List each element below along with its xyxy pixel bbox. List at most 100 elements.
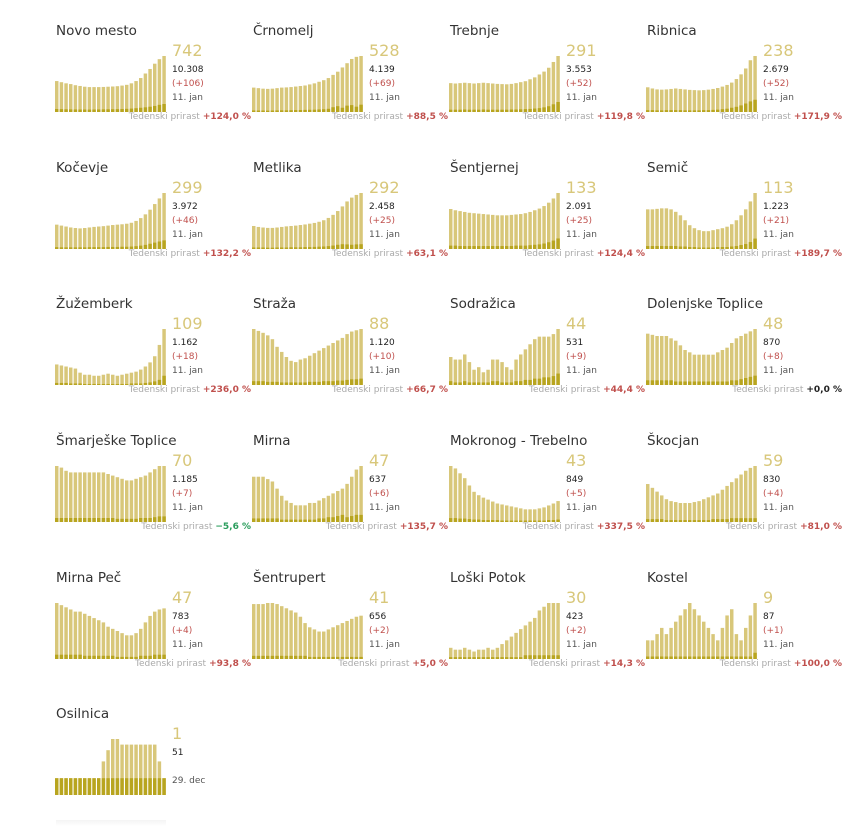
active-bar xyxy=(509,214,514,249)
active-bar xyxy=(97,472,101,522)
new-cases-bar xyxy=(270,381,275,385)
new-cases-bar xyxy=(294,110,298,112)
active-cases: 30 xyxy=(566,588,587,607)
municipality-card: Kostel 9 87 (+1) 11. jan Tedenski prirast +100… xyxy=(646,569,842,699)
new-cases-bar xyxy=(720,247,725,249)
last-date: 11. jan xyxy=(369,93,400,103)
new-cases-bar xyxy=(162,778,166,795)
new-cases-bar xyxy=(256,110,261,112)
active-bar xyxy=(143,744,148,795)
active-bar xyxy=(261,332,265,385)
active-bar xyxy=(350,331,354,385)
new-cases-bar xyxy=(157,241,162,249)
new-cases-bar xyxy=(660,110,664,112)
new-cases-bar xyxy=(528,520,532,522)
new-cases-bar xyxy=(486,657,490,659)
active-bar xyxy=(453,468,458,522)
new-cases-bar xyxy=(97,655,101,659)
active-bar xyxy=(120,85,124,112)
active-bar xyxy=(477,495,481,522)
new-cases-bar xyxy=(744,103,748,112)
active-bar xyxy=(78,611,82,659)
active-bar xyxy=(491,214,495,249)
active-bar xyxy=(106,474,110,522)
new-cases-bar xyxy=(734,518,739,522)
active-bar xyxy=(294,86,298,112)
new-cases-bar xyxy=(312,381,317,385)
new-cases-bar xyxy=(744,244,748,249)
new-cases-bar xyxy=(519,245,523,249)
new-cases-bar xyxy=(298,247,303,249)
active-bar xyxy=(646,209,650,249)
new-cases-bar xyxy=(87,383,92,385)
active-bar xyxy=(669,501,673,522)
daily-delta: (+2) xyxy=(566,626,587,636)
new-cases-bar xyxy=(139,778,143,795)
new-cases-bar xyxy=(350,379,354,385)
new-cases-bar xyxy=(87,655,92,659)
new-cases-bar xyxy=(162,516,166,522)
new-cases-bar xyxy=(266,247,270,249)
new-cases-bar xyxy=(720,381,725,385)
active-bar xyxy=(720,627,725,659)
new-cases-bar xyxy=(97,247,101,249)
active-bar xyxy=(481,497,486,522)
active-bar xyxy=(115,86,120,112)
active-bar xyxy=(78,372,82,385)
new-cases-bar xyxy=(692,656,697,659)
active-bar xyxy=(92,472,96,522)
active-bar xyxy=(294,225,298,249)
active-bar xyxy=(125,744,129,795)
active-bar xyxy=(266,88,270,112)
new-cases-bar xyxy=(688,381,692,385)
active-bar xyxy=(495,215,500,249)
new-cases-bar xyxy=(73,654,78,659)
active-bar xyxy=(284,608,289,659)
new-cases-bar xyxy=(97,109,101,112)
active-bar xyxy=(514,507,518,522)
active-bar xyxy=(340,623,345,659)
active-bar xyxy=(111,739,115,795)
active-bar xyxy=(270,339,275,385)
chart-title: Trebnje xyxy=(450,23,500,39)
active-bar xyxy=(650,88,655,112)
new-cases-bar xyxy=(664,110,669,112)
new-cases-bar xyxy=(303,109,307,112)
new-cases-bar xyxy=(669,520,673,522)
active-bar xyxy=(491,501,495,522)
new-cases-bar xyxy=(350,244,354,249)
active-bar xyxy=(734,478,739,522)
active-bar xyxy=(298,505,303,522)
new-cases-bar xyxy=(55,108,59,112)
active-bar xyxy=(725,347,729,385)
new-cases-bar xyxy=(486,246,490,249)
active-bar xyxy=(753,193,757,249)
last-date: 11. jan xyxy=(172,640,203,650)
daily-delta: (+52) xyxy=(566,79,593,89)
last-date: 11. jan xyxy=(172,230,203,240)
new-cases-bar xyxy=(646,110,650,112)
active-bar xyxy=(129,744,134,795)
new-cases-bar xyxy=(449,245,453,249)
new-cases-bar xyxy=(101,655,106,659)
active-bar xyxy=(261,227,265,249)
new-cases-bar xyxy=(340,244,345,249)
active-bar xyxy=(340,337,345,385)
active-bar xyxy=(702,621,706,659)
active-bar xyxy=(477,649,481,659)
active-bar xyxy=(688,89,692,112)
new-cases-bar xyxy=(551,520,556,522)
active-bar xyxy=(748,60,753,112)
active-bar xyxy=(317,500,321,522)
active-bar xyxy=(284,500,289,522)
new-cases-bar xyxy=(533,244,537,249)
new-cases-bar xyxy=(111,778,115,795)
active-bar xyxy=(519,214,523,249)
active-bar xyxy=(458,649,462,659)
active-bar xyxy=(505,215,509,249)
last-date: 11. jan xyxy=(369,366,400,376)
active-bar xyxy=(739,215,743,249)
chart-title: Šmarješke Toplice xyxy=(56,433,177,449)
new-cases-bar xyxy=(280,247,284,249)
new-cases-bar xyxy=(467,109,472,112)
